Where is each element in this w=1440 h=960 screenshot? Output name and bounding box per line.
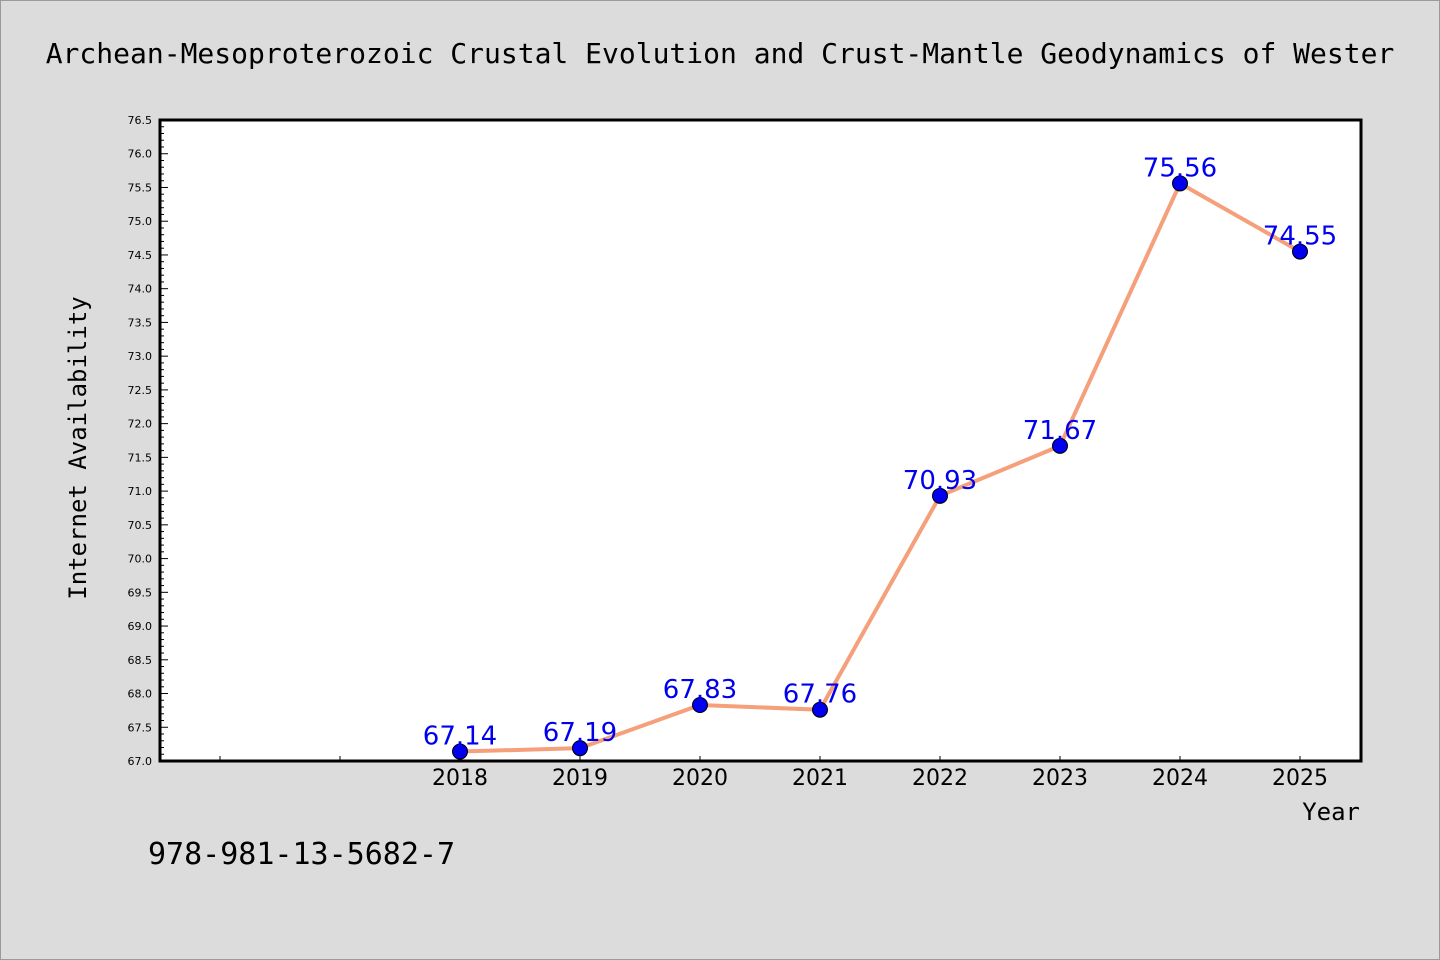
x-axis: 2018 2019 2020 2021 2022 2023 2024 2025: [219, 756, 1328, 791]
y-tick-label: 68.0: [128, 688, 153, 701]
y-tick-label: 76.0: [128, 148, 153, 161]
chart-title: Archean-Mesoproterozoic Crustal Evolutio…: [46, 37, 1395, 70]
y-tick-label: 72.0: [128, 418, 153, 431]
y-tick-label: 73.0: [128, 350, 153, 363]
data-label: 67.83: [663, 675, 737, 705]
y-tick-label: 76.5: [128, 114, 153, 127]
y-tick-label: 74.5: [128, 249, 153, 262]
data-label: 67.14: [423, 722, 497, 752]
x-tick-label: 2021: [792, 766, 848, 791]
x-tick-label: 2018: [432, 766, 488, 791]
data-point: [572, 740, 588, 757]
y-tick-label: 70.0: [128, 553, 153, 566]
y-tick-label: 67.0: [128, 755, 153, 768]
y-tick-label: 72.5: [128, 384, 153, 397]
data-label: 67.19: [543, 718, 617, 748]
x-tick-label: 2022: [912, 766, 968, 791]
x-tick-label: 2019: [552, 766, 608, 791]
data-point: [1292, 243, 1308, 260]
y-tick-label: 69.5: [128, 586, 153, 599]
x-tick-label: 2020: [672, 766, 728, 791]
isbn-text: 978-981-13-5682-7: [148, 837, 455, 872]
series-group: 67.14 67.19 67.83 67.76 70.93 71.67 75.56 74.55: [423, 153, 1337, 760]
y-tick-label: 71.0: [128, 485, 153, 498]
x-tick-label: 2023: [1032, 766, 1088, 791]
data-label: 70.93: [903, 466, 977, 496]
data-label: 71.67: [1023, 416, 1097, 446]
data-point: [452, 743, 468, 760]
data-point: [692, 696, 708, 713]
y-tick-label: 69.0: [128, 620, 153, 633]
series-line: [459, 181, 1301, 754]
x-tick-label: 2025: [1272, 766, 1328, 791]
data-label: 67.76: [783, 680, 857, 710]
y-axis: 67.0 67.5 68.0 68.5 69.0 69.5 70.0 70.5 71.0 71.5…: [128, 114, 168, 768]
y-axis-label: Internet Availability: [64, 296, 92, 599]
plot-area: [158, 118, 1363, 763]
data-point: [1172, 175, 1188, 192]
data-point: [812, 701, 828, 718]
y-tick-label: 75.5: [128, 181, 153, 194]
y-tick-label: 71.5: [128, 451, 153, 464]
x-axis-label: Year: [1302, 798, 1360, 826]
y-tick-label: 67.5: [128, 721, 153, 734]
data-point: [932, 487, 948, 504]
y-tick-label: 74.0: [128, 283, 153, 296]
y-tick-label: 75.0: [128, 215, 153, 228]
y-tick-label: 70.5: [128, 519, 153, 532]
y-tick-label: 68.5: [128, 654, 153, 667]
data-label: 74.55: [1263, 222, 1337, 252]
x-tick-label: 2024: [1152, 766, 1208, 791]
data-label: 75.56: [1143, 153, 1217, 183]
y-tick-label: 73.5: [128, 316, 153, 329]
data-point: [1052, 437, 1068, 454]
